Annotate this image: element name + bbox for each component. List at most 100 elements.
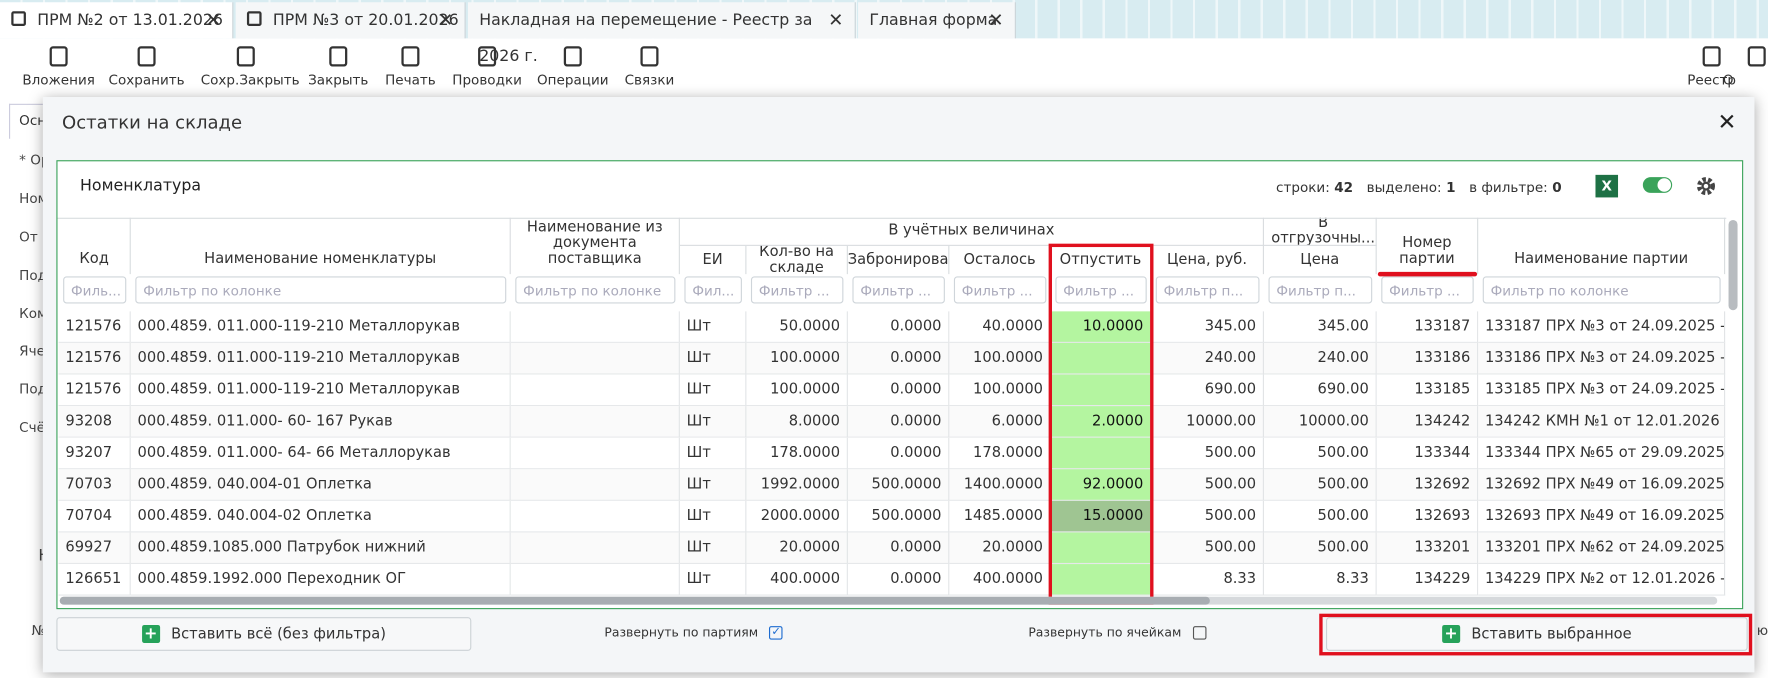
- table-cell[interactable]: 345.00: [1263, 311, 1377, 343]
- column-filter[interactable]: Фильтр п...: [1268, 276, 1373, 304]
- toolbar-button[interactable]: Проводки: [442, 45, 532, 88]
- insert-selected-button[interactable]: + Вставить выбранное: [1325, 617, 1748, 651]
- table-cell[interactable]: 000.4859. 011.000-119-210 Металлорукав: [130, 374, 511, 407]
- table-cell[interactable]: 240.00: [1263, 342, 1377, 375]
- close-button[interactable]: ✕: [1717, 108, 1737, 136]
- table-cell[interactable]: 69927: [58, 532, 131, 565]
- table-cell[interactable]: 132693: [1376, 500, 1479, 533]
- table-cell[interactable]: 8.33: [1263, 564, 1377, 596]
- toolbar-button[interactable]: Вложения: [14, 45, 104, 88]
- column-filter[interactable]: Фильтр по колонке: [1482, 276, 1721, 304]
- table-cell[interactable]: 121576: [58, 311, 131, 343]
- table-cell[interactable]: 000.4859. 011.000- 64- 66 Металлорукав: [130, 437, 511, 470]
- table-cell[interactable]: 133187: [1376, 311, 1479, 343]
- table-cell[interactable]: [510, 532, 680, 565]
- table-cell[interactable]: 132692 ПРХ №49 от 16.09.2025 ...: [1478, 469, 1726, 501]
- table-cell[interactable]: 134229 ПРХ №2 от 12.01.2026 - ...: [1478, 564, 1726, 596]
- column-filter[interactable]: Фильтр п...: [1155, 276, 1260, 304]
- table-cell[interactable]: 100.0000: [746, 342, 848, 375]
- table-cell[interactable]: [1050, 342, 1152, 375]
- table-cell[interactable]: 6.0000: [949, 406, 1051, 438]
- table-cell[interactable]: [510, 564, 680, 596]
- table-cell[interactable]: 92.0000: [1050, 469, 1152, 501]
- table-cell[interactable]: Шт: [679, 500, 747, 533]
- table-cell[interactable]: 93207: [58, 437, 131, 470]
- insert-all-button[interactable]: + Вставить всё (без фильтра): [56, 617, 472, 651]
- table-cell[interactable]: 500.00: [1263, 469, 1377, 501]
- table-cell[interactable]: [1050, 374, 1152, 407]
- table-cell[interactable]: 100.0000: [949, 374, 1051, 407]
- v-scrollbar[interactable]: [1728, 219, 1738, 311]
- table-cell[interactable]: 10000.00: [1151, 406, 1264, 438]
- table-cell[interactable]: 500.00: [1151, 469, 1264, 501]
- table-cell[interactable]: 134242: [1376, 406, 1479, 438]
- column-filter[interactable]: Фильтр ...: [1055, 276, 1147, 304]
- tab[interactable]: ПРМ №2 от 13.01.2026 ✕: [0, 2, 234, 39]
- tab[interactable]: ПРМ №3 от 20.01.2026 ✕: [235, 2, 466, 39]
- table-cell[interactable]: 500.00: [1263, 532, 1377, 565]
- column-filter[interactable]: Фильтр ...: [852, 276, 945, 304]
- column-filter[interactable]: Филь...: [63, 276, 127, 304]
- table-cell[interactable]: 1992.0000: [746, 469, 848, 501]
- table-cell[interactable]: 000.4859. 011.000-119-210 Металлорукав: [130, 311, 511, 343]
- table-cell[interactable]: 134242 КМН №1 от 12.01.2026 ...: [1478, 406, 1726, 438]
- table-cell[interactable]: 000.4859. 040.004-01 Оплетка: [130, 469, 511, 501]
- table-cell[interactable]: 0.0000: [847, 532, 950, 565]
- table-cell[interactable]: 126651: [58, 564, 131, 596]
- column-filter[interactable]: Фил...: [684, 276, 742, 304]
- table-cell[interactable]: 0.0000: [847, 564, 950, 596]
- table-cell[interactable]: 93208: [58, 406, 131, 438]
- table-cell[interactable]: 133186: [1376, 342, 1479, 375]
- tab[interactable]: Главная форма ✕: [858, 2, 1016, 39]
- column-filter[interactable]: Фильтр ...: [750, 276, 844, 304]
- table-cell[interactable]: 500.00: [1151, 532, 1264, 565]
- table-cell[interactable]: [510, 342, 680, 375]
- table-cell[interactable]: 345.00: [1151, 311, 1264, 343]
- toolbar-button[interactable]: Операции: [528, 45, 618, 88]
- table-cell[interactable]: 0.0000: [847, 406, 950, 438]
- table-cell[interactable]: 500.00: [1263, 437, 1377, 470]
- table-cell[interactable]: 0.0000: [847, 311, 950, 343]
- tab[interactable]: Накладная на перемещение - Реестр за 202…: [467, 2, 856, 65]
- table-cell[interactable]: 500.00: [1151, 500, 1264, 533]
- tab-close[interactable]: ✕: [438, 9, 454, 31]
- toolbar-button[interactable]: Сохранить: [101, 45, 191, 88]
- table-cell[interactable]: 20.0000: [746, 532, 848, 565]
- table-cell[interactable]: Шт: [679, 406, 747, 438]
- table-cell[interactable]: 0.0000: [847, 437, 950, 470]
- table-cell[interactable]: [510, 374, 680, 407]
- table-cell[interactable]: 000.4859. 011.000-119-210 Металлорукав: [130, 342, 511, 375]
- table-cell[interactable]: Шт: [679, 564, 747, 596]
- table-cell[interactable]: 500.00: [1151, 437, 1264, 470]
- table-cell[interactable]: 121576: [58, 374, 131, 407]
- table-cell[interactable]: [510, 406, 680, 438]
- column-filter[interactable]: Фильтр ...: [1381, 276, 1474, 304]
- table-cell[interactable]: [510, 311, 680, 343]
- table-cell[interactable]: [1050, 532, 1152, 565]
- table-cell[interactable]: [1050, 437, 1152, 470]
- table-cell[interactable]: 690.00: [1151, 374, 1264, 407]
- table-cell[interactable]: 133187 ПРХ №3 от 24.09.2025 - ...: [1478, 311, 1726, 343]
- table-cell[interactable]: [510, 469, 680, 501]
- toolbar-button[interactable]: Реестр: [1678, 45, 1746, 88]
- table-cell[interactable]: 500.0000: [847, 469, 950, 501]
- toolbar-button[interactable]: О: [1723, 45, 1768, 88]
- table-cell[interactable]: Шт: [679, 374, 747, 407]
- column-filter[interactable]: Фильтр по колонке: [135, 276, 507, 304]
- table-cell[interactable]: 133186 ПРХ №3 от 24.09.2025 - ...: [1478, 342, 1726, 375]
- table-cell[interactable]: 132693 ПРХ №49 от 16.09.2025 ...: [1478, 500, 1726, 533]
- settings-button[interactable]: [1695, 175, 1718, 198]
- toolbar-button[interactable]: Закрыть: [293, 45, 383, 88]
- table-cell[interactable]: [510, 437, 680, 470]
- table-cell[interactable]: 134229: [1376, 564, 1479, 596]
- checkbox[interactable]: [1192, 625, 1207, 640]
- table-cell[interactable]: 50.0000: [746, 311, 848, 343]
- table-cell[interactable]: 178.0000: [746, 437, 848, 470]
- table-cell[interactable]: Шт: [679, 311, 747, 343]
- table-cell[interactable]: Шт: [679, 437, 747, 470]
- table-cell[interactable]: 8.33: [1151, 564, 1264, 596]
- table-cell[interactable]: 000.4859. 040.004-02 Оплетка: [130, 500, 511, 533]
- checkbox[interactable]: ✓: [769, 625, 783, 640]
- table-cell[interactable]: 1485.0000: [949, 500, 1051, 533]
- table-cell[interactable]: 40.0000: [949, 311, 1051, 343]
